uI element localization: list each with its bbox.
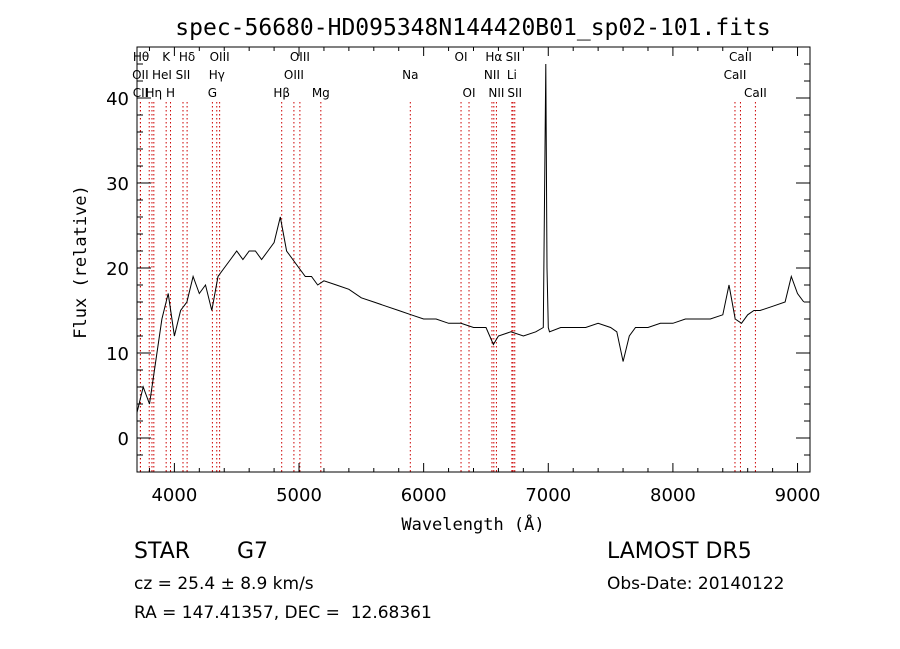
x-tick-label: 7000 (525, 485, 571, 506)
y-tick-label: 30 (106, 174, 129, 195)
x-tick-label: 4000 (151, 485, 197, 506)
object-type: STAR (134, 539, 191, 564)
line-marker-label: SII (507, 86, 522, 100)
line-marker-label: Na (402, 68, 418, 82)
line-marker-label: CII (133, 86, 148, 100)
spectrum-line (136, 63, 805, 413)
x-tick-label: 9000 (775, 485, 821, 506)
y-axis-label: Flux (relative) (71, 185, 91, 339)
line-marker-label: OII (132, 68, 149, 82)
observation-date: Obs-Date: 20140122 (607, 574, 785, 594)
line-marker-label: Hδ (179, 50, 195, 64)
line-marker-label: HeI (152, 68, 172, 82)
y-tick-label: 40 (106, 89, 129, 110)
line-marker-label: CaII (724, 68, 747, 82)
line-marker-label: Li (507, 68, 517, 82)
line-marker-label: SII (506, 50, 521, 64)
line-marker-label: CaII (744, 86, 767, 100)
survey-name: LAMOST DR5 (607, 539, 752, 564)
line-marker-label: Hθ (133, 50, 149, 64)
line-marker-label: OIII (284, 68, 304, 82)
line-marker-label: Hβ (273, 86, 290, 100)
line-marker-label: Hγ (209, 68, 225, 82)
y-tick-label: 0 (118, 429, 129, 450)
line-marker-label: OIII (290, 50, 310, 64)
line-marker-group: Hθ OII CII HeI Hη K H Hδ SII OIII Hγ G Hβ OIII OIII Mg N… (132, 50, 767, 472)
x-tick-label: 5000 (276, 485, 322, 506)
x-tick-label: 8000 (650, 485, 696, 506)
line-marker-label: Mg (312, 86, 330, 100)
line-marker-label: H (166, 86, 175, 100)
x-axis-label: Wavelength (Å) (401, 513, 544, 535)
line-marker-label: NII (488, 86, 504, 100)
line-marker-label: NII (484, 68, 500, 82)
line-marker-label: OI (463, 86, 476, 100)
plot-frame (136, 46, 811, 473)
line-marker-label: K (162, 50, 171, 64)
line-marker-label: Hα (485, 50, 502, 64)
coordinates: RA = 147.41357, DEC = 12.68361 (134, 603, 432, 623)
redshift-velocity: cz = 25.4 ± 8.9 km/s (134, 574, 314, 594)
line-marker-label: OIII (210, 50, 230, 64)
y-tick-label: 10 (106, 344, 129, 365)
line-marker-label: SII (176, 68, 191, 82)
chart-title: spec-56680-HD095348N144420B01_sp02-101.f… (175, 15, 770, 41)
x-tick-label: 6000 (401, 485, 447, 506)
line-marker-label: G (208, 86, 217, 100)
spectral-subclass: G7 (237, 539, 269, 564)
axis-ticks: 4000 5000 6000 7000 8000 9000 0 10 20 30 40 (106, 47, 820, 506)
line-marker-label: CaII (729, 50, 752, 64)
line-marker-label: Hη (146, 86, 163, 100)
line-marker-label: OI (455, 50, 468, 64)
y-tick-label: 20 (106, 259, 129, 280)
